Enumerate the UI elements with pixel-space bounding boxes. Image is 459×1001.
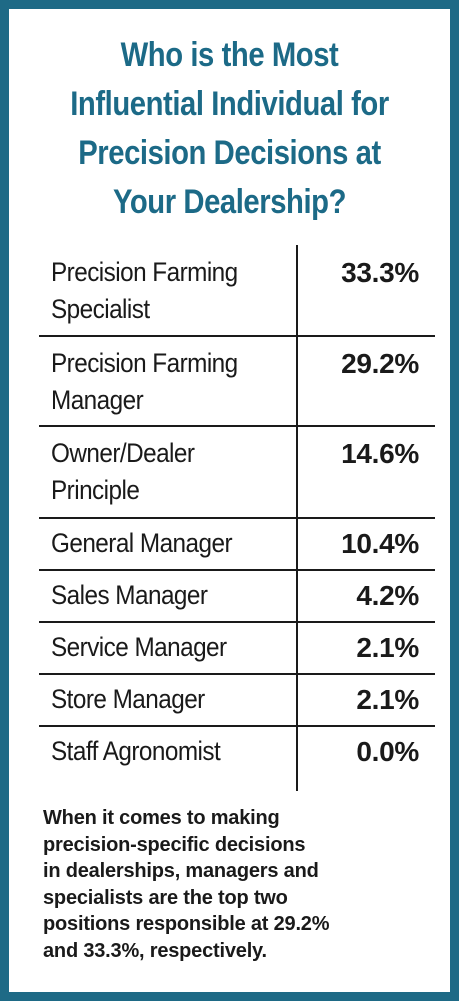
row-value: 29.2%	[341, 348, 419, 379]
row-divider	[39, 725, 435, 727]
table-row: Store Manager 2.1%	[39, 674, 435, 726]
row-label-line: Specialist	[51, 294, 150, 324]
row-label-line: Owner/Dealer	[51, 438, 195, 468]
caption-line: precision-specific decisions	[43, 833, 306, 856]
table-row: Staff Agronomist 0.0%	[39, 726, 435, 781]
row-label: Staff Agronomist	[51, 733, 267, 770]
row-label-line: Precision Farming	[51, 348, 238, 378]
row-label-line: Principle	[51, 475, 140, 505]
chart-caption: When it comes to making precision-specifi…	[43, 805, 433, 964]
row-value: 0.0%	[356, 736, 419, 767]
row-label-line: Precision Farming	[51, 257, 238, 287]
row-value: 33.3%	[341, 257, 419, 288]
row-value: 14.6%	[341, 438, 419, 469]
row-label: Owner/Dealer Principle	[51, 435, 267, 509]
title-line: Precision Decisions at	[78, 134, 381, 172]
table-row: Precision Farming Specialist 33.3%	[39, 245, 435, 336]
table-row: Precision Farming Manager 29.2%	[39, 336, 435, 426]
table-row: Owner/Dealer Principle 14.6%	[39, 426, 435, 518]
table-row: Sales Manager 4.2%	[39, 570, 435, 622]
row-divider	[39, 335, 435, 337]
chart-title: Who is the Most Influential Individual fo…	[48, 31, 412, 227]
title-line: Who is the Most	[120, 36, 339, 74]
title-line: Your Dealership?	[112, 183, 347, 221]
row-label-line: Sales Manager	[51, 580, 208, 610]
row-label-line: Store Manager	[51, 684, 205, 714]
row-divider	[39, 517, 435, 519]
caption-line: When it comes to making	[43, 807, 280, 829]
caption-line: in dealerships, managers and	[43, 860, 319, 882]
row-divider	[39, 673, 435, 675]
table-row: Service Manager 2.1%	[39, 622, 435, 674]
row-value: 2.1%	[356, 684, 419, 715]
row-divider	[39, 569, 435, 571]
row-label-line: Service Manager	[51, 632, 227, 662]
caption-line: specialists are the top two	[43, 886, 288, 909]
title-line: Influential Individual for	[70, 85, 389, 123]
row-value: 10.4%	[341, 528, 419, 559]
row-label: Precision Farming Specialist	[51, 254, 267, 328]
row-label: Sales Manager	[51, 577, 267, 614]
row-label: Store Manager	[51, 681, 267, 718]
row-label-line: Staff Agronomist	[51, 736, 221, 766]
caption-line: positions responsible at 29.2%	[43, 913, 330, 935]
row-label: General Manager	[51, 525, 267, 562]
caption-line: and 33.3%, respectively.	[43, 939, 267, 962]
row-label-line: Manager	[51, 385, 144, 415]
table-row: General Manager 10.4%	[39, 518, 435, 570]
data-table: Precision Farming Specialist 33.3% Precisio…	[39, 245, 435, 791]
row-divider	[39, 425, 435, 427]
row-value: 4.2%	[356, 580, 419, 611]
row-label: Service Manager	[51, 629, 267, 666]
row-divider	[39, 621, 435, 623]
row-label: Precision Farming Manager	[51, 345, 267, 419]
row-value: 2.1%	[356, 632, 419, 663]
row-label-line: General Manager	[51, 528, 233, 558]
